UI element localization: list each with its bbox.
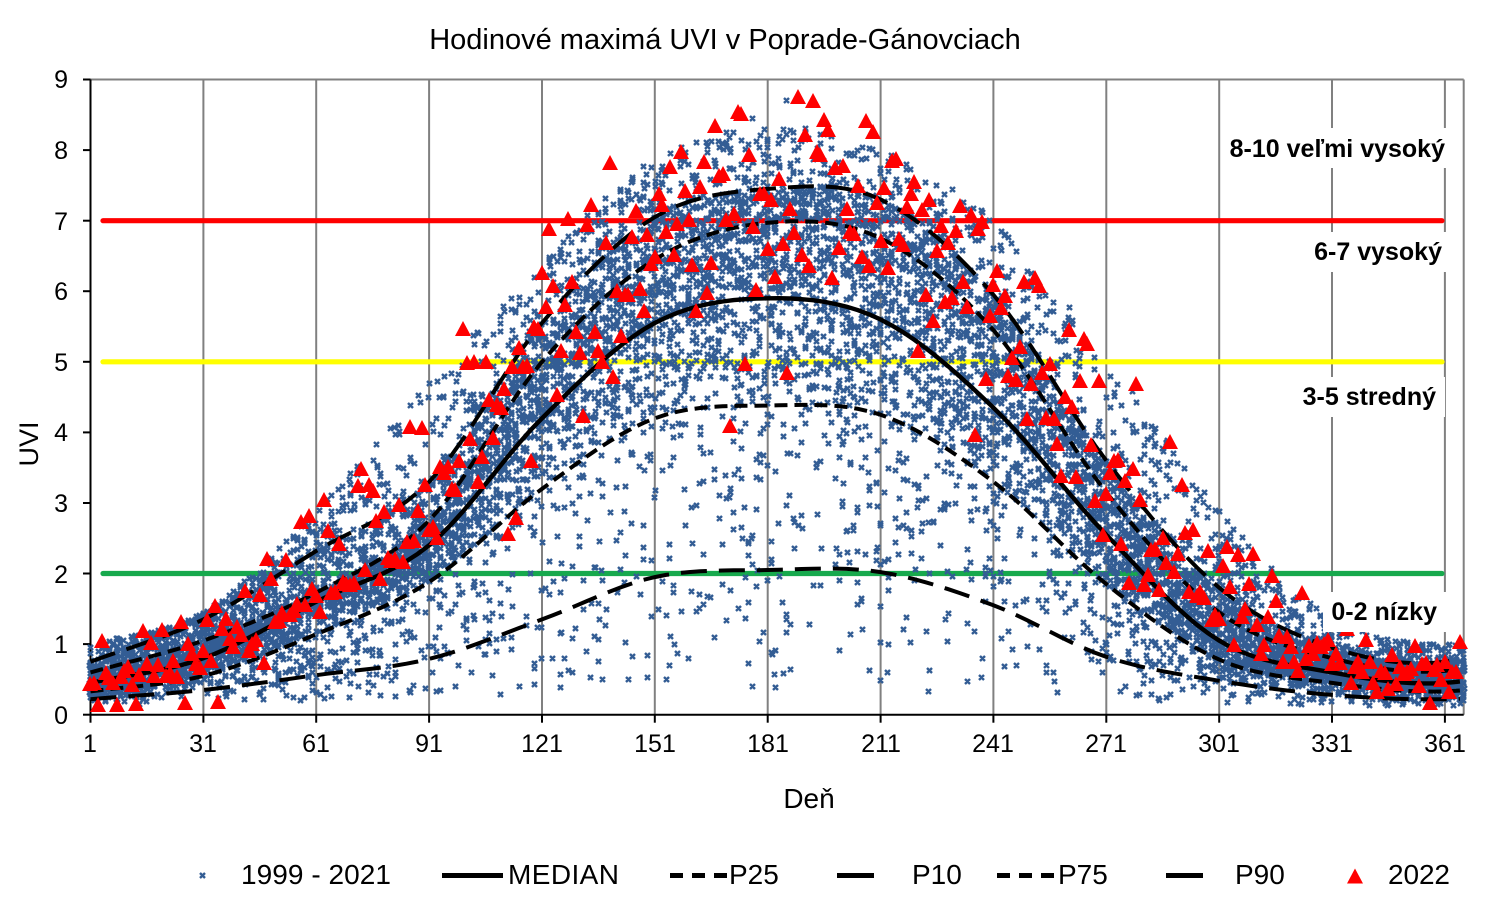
svg-text:301: 301 [1198, 730, 1240, 758]
svg-text:31: 31 [189, 730, 217, 758]
svg-text:8: 8 [54, 137, 68, 165]
svg-text:6-7 vysoký: 6-7 vysoký [1314, 238, 1442, 266]
svg-text:0-2 nízky: 0-2 nízky [1331, 598, 1437, 626]
svg-text:3: 3 [54, 490, 68, 518]
svg-text:241: 241 [972, 730, 1014, 758]
svg-text:181: 181 [747, 730, 789, 758]
svg-text:211: 211 [861, 730, 901, 758]
svg-text:MEDIAN: MEDIAN [508, 859, 619, 890]
svg-text:271: 271 [1085, 730, 1127, 758]
svg-text:0: 0 [54, 702, 68, 730]
svg-text:1999 - 2021: 1999 - 2021 [241, 859, 391, 890]
svg-text:9: 9 [54, 66, 68, 94]
svg-text:361: 361 [1424, 730, 1466, 758]
svg-text:UVI: UVI [14, 421, 44, 466]
svg-text:1: 1 [54, 631, 68, 659]
svg-text:4: 4 [54, 419, 68, 447]
svg-text:2022: 2022 [1388, 859, 1450, 890]
svg-text:91: 91 [415, 730, 443, 758]
svg-text:2: 2 [54, 561, 68, 589]
svg-text:8-10 veľmi vysoký: 8-10 veľmi vysoký [1230, 135, 1445, 163]
svg-text:P90: P90 [1235, 859, 1285, 890]
svg-text:P25: P25 [729, 859, 779, 890]
svg-text:P10: P10 [912, 859, 962, 890]
svg-text:7: 7 [54, 208, 68, 236]
svg-text:121: 121 [521, 730, 563, 758]
svg-text:5: 5 [54, 349, 68, 377]
svg-text:151: 151 [634, 730, 676, 758]
svg-text:Hodinové maximá UVI v Poprade-: Hodinové maximá UVI v Poprade-Gánovciach [429, 24, 1021, 56]
svg-text:331: 331 [1311, 730, 1353, 758]
svg-text:61: 61 [302, 730, 330, 758]
svg-text:1: 1 [83, 730, 97, 758]
svg-text:Deň: Deň [783, 783, 834, 814]
svg-text:6: 6 [54, 278, 68, 306]
svg-text:3-5 stredný: 3-5 stredný [1303, 383, 1436, 411]
svg-text:P75: P75 [1058, 859, 1108, 890]
